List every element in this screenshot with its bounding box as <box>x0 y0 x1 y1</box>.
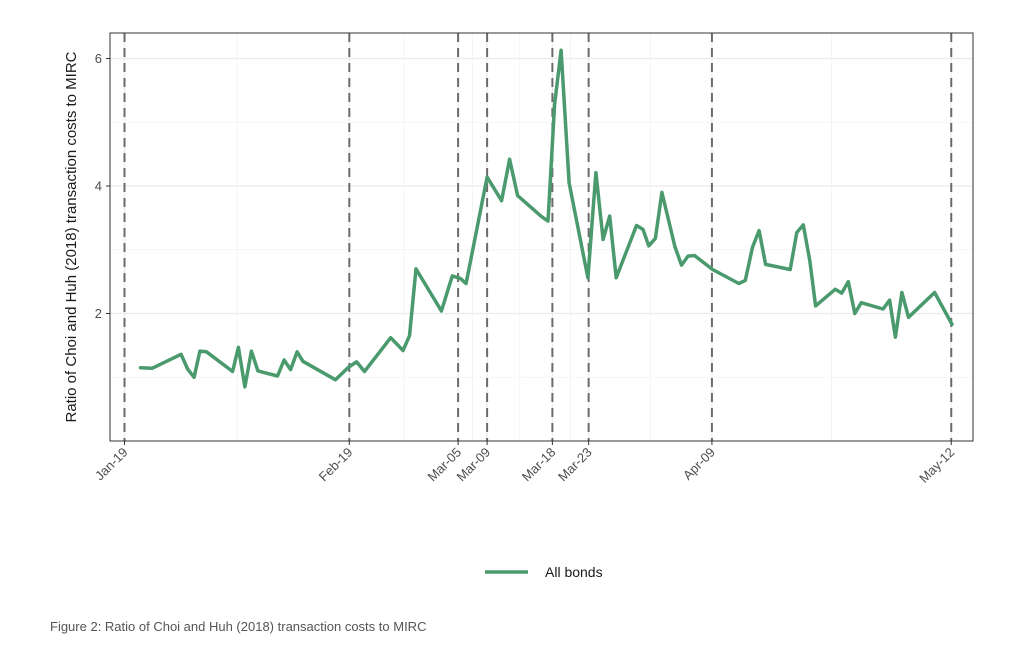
legend-label-all-bonds: All bonds <box>545 564 603 580</box>
legend: All bonds <box>485 564 603 580</box>
x-tick-label: May-12 <box>916 445 957 486</box>
y-tick-label: 6 <box>95 51 102 66</box>
plot-panel-border <box>109 32 974 442</box>
x-tick-label: Mar-23 <box>555 445 595 485</box>
series-line-all-bonds <box>138 48 954 389</box>
x-tick-label: Apr-09 <box>680 445 718 483</box>
event-lines <box>123 33 953 441</box>
grid <box>110 33 973 441</box>
y-tick-label: 4 <box>95 179 102 194</box>
x-tick-label: Mar-18 <box>519 445 559 485</box>
y-tick-label: 2 <box>95 306 102 321</box>
y-axis-title: Ratio of Choi and Huh (2018) transaction… <box>63 51 80 422</box>
x-tick-label: Jan-19 <box>92 445 131 484</box>
x-tick-label: Feb-19 <box>316 445 356 485</box>
figure-caption: Figure 2: Ratio of Choi and Huh (2018) t… <box>50 619 427 634</box>
series <box>138 48 954 389</box>
